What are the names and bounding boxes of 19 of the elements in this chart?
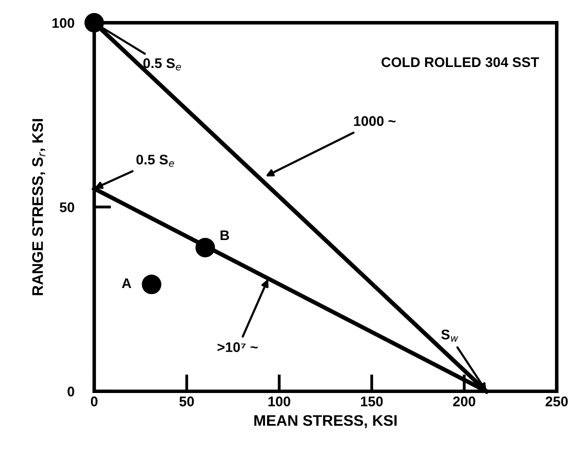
series-label: A xyxy=(122,278,132,288)
y-tick-label: 100 xyxy=(52,18,74,28)
annotation: 0.5 S$_{e}$ xyxy=(136,154,174,167)
series-label: B xyxy=(220,230,230,240)
x-tick-label: 200 xyxy=(453,396,476,406)
y-tick-label: 50 xyxy=(60,202,74,212)
x-tick-label: 0 xyxy=(90,396,98,406)
x-tick-label: 150 xyxy=(361,396,383,406)
x-tick-label: 50 xyxy=(179,396,194,406)
annotation: >10⁷ ~ xyxy=(218,342,258,352)
annotation: 1000 ~ xyxy=(354,116,396,126)
x-tick-label: 100 xyxy=(268,396,290,406)
y-axis-title: RANGE STRESS, S$_{r}$, KSI xyxy=(32,119,46,296)
x-tick-label: 250 xyxy=(546,396,568,406)
y-tick-label: 0 xyxy=(68,386,74,396)
x-axis-title: MEAN STRESS, KSI xyxy=(254,415,397,428)
annotation: COLD ROLLED 304 SST xyxy=(382,57,540,68)
annotation: 0.5 S$_{e}$ xyxy=(143,58,181,70)
annotation: S$_{w}$ xyxy=(441,330,458,342)
